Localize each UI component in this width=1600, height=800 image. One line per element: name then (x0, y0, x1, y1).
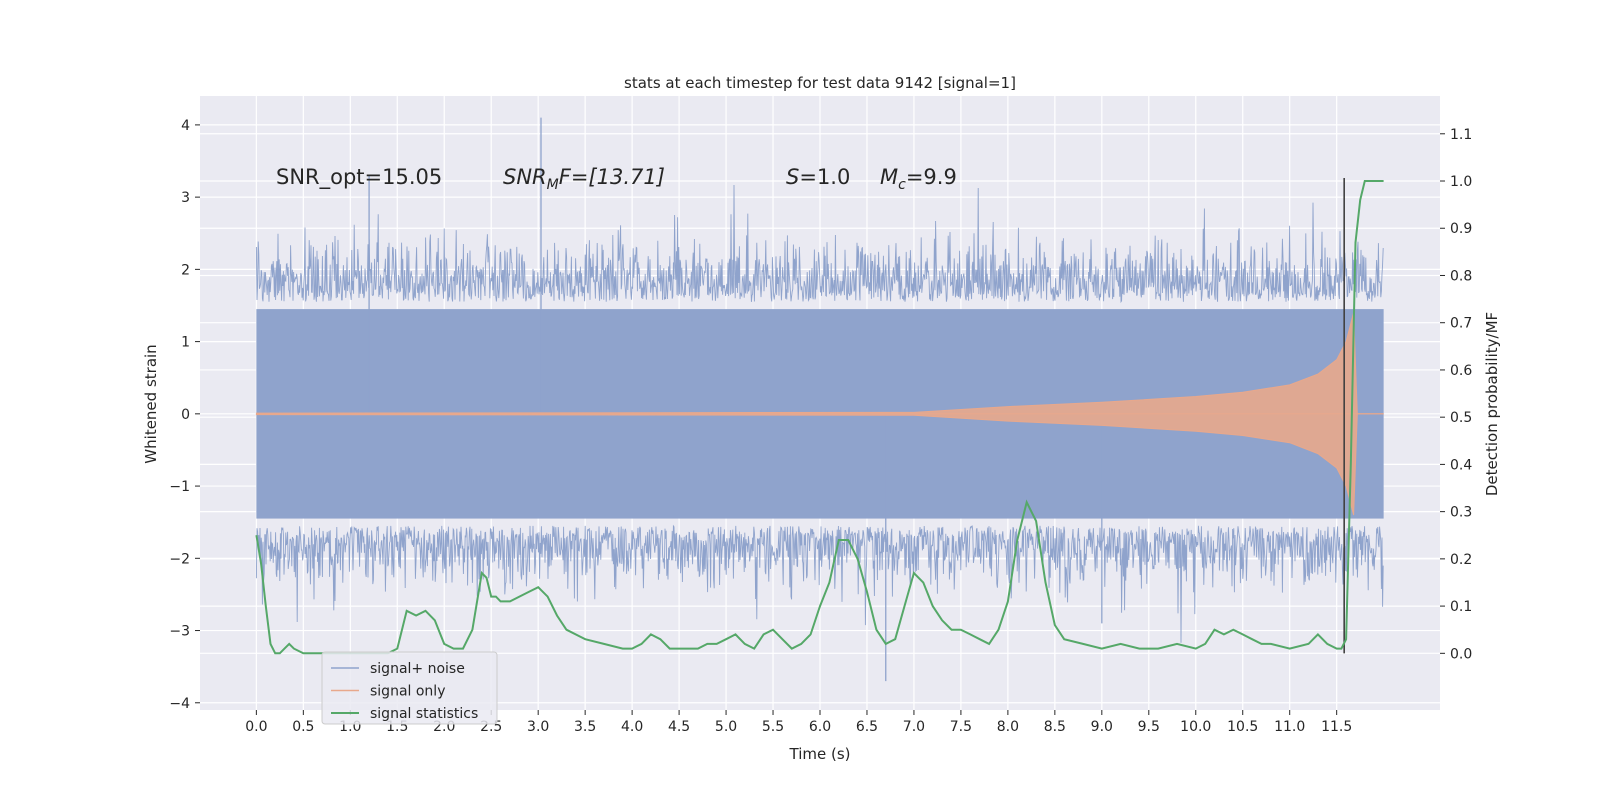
y-left-tick-label: 0 (181, 407, 190, 423)
snr-mf-main: SNR (503, 165, 547, 189)
y-left-tick-label: −1 (169, 479, 190, 495)
snr-mf-subscript: M (547, 177, 559, 193)
annotation-mc: Mc=9.9 (880, 165, 957, 193)
signal-noise-lower-trace (255, 524, 1384, 643)
y-left-tick-label: 1 (181, 335, 190, 351)
y-left-tick-label: −4 (169, 696, 190, 712)
y-left-tick-label: −2 (169, 551, 190, 567)
snr-mf-tail: F=[13.71] (559, 165, 665, 189)
y-right-tick-label: 0.7 (1450, 316, 1472, 332)
x-tick-label: 7.5 (950, 719, 972, 735)
y-right-tick-label: 0.1 (1450, 599, 1472, 615)
annotation-snr-opt: SNR_opt=15.05 (276, 165, 442, 190)
y-axis-right-label: Detection probability/MF (1483, 312, 1501, 496)
x-tick-label: 11.5 (1321, 719, 1352, 735)
x-tick-label: 6.5 (856, 719, 878, 735)
x-tick-label: 11.0 (1274, 719, 1305, 735)
y-right-tick-label: 0.5 (1450, 410, 1472, 426)
x-tick-label: 6.0 (809, 719, 831, 735)
y-right-tick-label: 0.2 (1450, 552, 1472, 568)
y-right-tick-label: 0.6 (1450, 363, 1472, 379)
x-tick-label: 9.0 (1091, 719, 1113, 735)
y-axis-left-label: Whitened strain (142, 344, 160, 463)
y-right-tick-label: 0.3 (1450, 505, 1472, 521)
x-tick-label: 9.5 (1138, 719, 1160, 735)
legend-box (321, 651, 498, 725)
legend-item-signal-noise: signal+ noise (370, 661, 465, 677)
s-main: S (786, 165, 799, 189)
y-left-tick-label: 2 (181, 262, 190, 278)
x-tick-label: 0.0 (245, 719, 267, 735)
annotation-snr-mf: SNRMF=[13.71] (503, 165, 665, 193)
mc-subscript: c (898, 177, 906, 193)
y-right-tick-label: 1.0 (1450, 174, 1472, 190)
x-tick-label: 0.5 (292, 719, 314, 735)
y-left-tick-label: 3 (181, 190, 190, 206)
x-tick-label: 3.0 (527, 719, 549, 735)
x-tick-label: 4.5 (668, 719, 690, 735)
chart-title: stats at each timestep for test data 914… (624, 74, 1016, 92)
y-right-tick-label: 0.9 (1450, 221, 1472, 237)
legend-item-signal-only: signal only (370, 684, 445, 700)
x-axis-label: Time (s) (789, 745, 851, 763)
annotation-s: S=1.0 (786, 165, 850, 189)
x-tick-label: 5.0 (715, 719, 737, 735)
y-right-tick-label: 1.1 (1450, 127, 1472, 143)
signal-statistics-line (255, 180, 1384, 655)
x-tick-label: 8.5 (1044, 719, 1066, 735)
y-right-tick-label: 0.8 (1450, 268, 1472, 284)
y-right-tick-label: 0.0 (1450, 646, 1472, 662)
legend-item-signal-statistics: signal statistics (370, 706, 478, 722)
y-right-tick-label: 0.4 (1450, 457, 1472, 473)
mc-tail: =9.9 (906, 165, 957, 189)
x-tick-label: 5.5 (762, 719, 784, 735)
x-tick-label: 3.5 (574, 719, 596, 735)
x-tick-label: 10.5 (1227, 719, 1258, 735)
x-tick-label: 8.0 (997, 719, 1019, 735)
mc-main: M (880, 165, 898, 189)
y-left-tick-label: −3 (169, 624, 190, 640)
y-left-tick-label: 4 (181, 118, 190, 134)
x-tick-label: 4.0 (621, 719, 643, 735)
x-tick-label: 7.0 (903, 719, 925, 735)
x-tick-label: 10.0 (1180, 719, 1211, 735)
signal-noise-upper-trace (255, 184, 1384, 304)
s-tail: =1.0 (799, 165, 850, 189)
